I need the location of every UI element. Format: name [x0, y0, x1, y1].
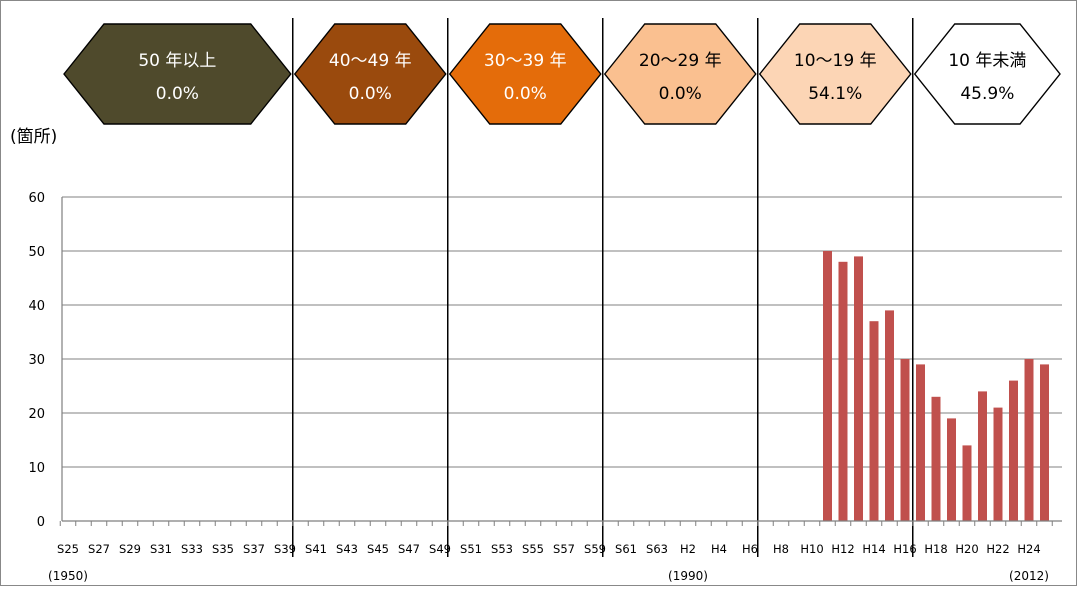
- x-tick-label: S51: [460, 542, 482, 556]
- bar: [823, 251, 832, 521]
- x-tick-label: H18: [924, 542, 947, 556]
- x-tick-label: S61: [615, 542, 637, 556]
- bar: [885, 310, 894, 521]
- age-band-label: 10～19 年: [794, 51, 877, 71]
- bar: [993, 407, 1003, 521]
- bar-layer: [823, 251, 1049, 521]
- age-band-hexagon: [63, 23, 292, 125]
- y-tick-label: 40: [28, 299, 45, 314]
- grid-layer: [62, 196, 1062, 468]
- bar: [1024, 359, 1034, 521]
- age-band-hexagon: [913, 23, 1061, 125]
- x-tick-label: S59: [584, 542, 606, 556]
- age-band-percent: 54.1%: [808, 84, 862, 104]
- age-band-hexagon: [293, 23, 447, 125]
- bar: [1040, 364, 1049, 521]
- year-annotation: (1950): [48, 569, 88, 583]
- age-band-percent: 0.0%: [504, 84, 547, 104]
- age-band-label: 30～39 年: [484, 51, 567, 71]
- x-tick-label: S25: [57, 542, 79, 556]
- x-tick-label: S37: [243, 542, 265, 556]
- age-band-label: 40～49 年: [329, 51, 412, 71]
- x-tick-label: H20: [955, 542, 978, 556]
- bar: [900, 359, 910, 521]
- x-tick-label: S29: [119, 542, 141, 556]
- bar: [869, 321, 879, 521]
- x-tick-label: H4: [711, 542, 727, 556]
- y-tick-label: 10: [28, 461, 45, 476]
- age-band-label: 10 年未満: [948, 51, 1026, 71]
- x-tick-label: S39: [274, 542, 296, 556]
- x-tick-label: S57: [553, 542, 575, 556]
- x-tick-label: H16: [893, 542, 916, 556]
- x-tick-label: S63: [646, 542, 668, 556]
- age-band-percent: 45.9%: [960, 84, 1014, 104]
- x-tick-label: S31: [150, 542, 172, 556]
- age-band-label: 20～29 年: [639, 51, 722, 71]
- axis-layer: 0 10 20 30 40 50 60 S25 S27 S29 S31 S33 S35 S37 S39 S41…: [28, 191, 1062, 583]
- age-band-percent: 0.0%: [349, 84, 392, 104]
- y-tick-label: 60: [28, 191, 45, 206]
- year-annotation: (1990): [668, 569, 708, 583]
- y-tick-label: 20: [28, 407, 45, 422]
- y-tick-label: 30: [28, 353, 45, 368]
- age-band-hexagon: [758, 23, 912, 125]
- age-band-hexagon: [603, 23, 757, 125]
- bar: [978, 391, 987, 521]
- age-band-layer: 50 年以上 0.0% 40～49 年 0.0% 30～39 年 0.0% 20～29 年 0…: [63, 23, 1061, 125]
- bar: [838, 261, 848, 521]
- age-band-label: 50 年以上: [138, 51, 216, 71]
- bar: [916, 364, 925, 521]
- year-annotation: (2012): [1009, 569, 1049, 583]
- x-tick-label: H24: [1017, 542, 1040, 556]
- bar: [947, 418, 956, 521]
- bar: [1009, 380, 1018, 521]
- x-tick-label: S33: [181, 542, 203, 556]
- x-tick-label: S45: [367, 542, 389, 556]
- y-axis-label: (箇所): [10, 127, 57, 147]
- y-tick-label: 50: [28, 245, 45, 260]
- x-tick-label: S43: [336, 542, 358, 556]
- bar: [931, 396, 941, 521]
- x-tick-label: S27: [88, 542, 110, 556]
- age-band-percent: 0.0%: [659, 84, 702, 104]
- bar: [854, 256, 863, 521]
- x-tick-label: S35: [212, 542, 234, 556]
- x-tick-label: S53: [491, 542, 513, 556]
- age-band-hexagon: [448, 23, 602, 125]
- x-tick-label: S47: [398, 542, 420, 556]
- x-tick-label: H22: [986, 542, 1009, 556]
- age-band-percent: 0.0%: [156, 84, 199, 104]
- x-tick-label: H8: [773, 542, 789, 556]
- bar: [962, 445, 972, 521]
- x-tick-label: H6: [742, 542, 758, 556]
- x-tick-label: H10: [800, 542, 823, 556]
- x-tick-label: S49: [429, 542, 451, 556]
- era-divider-layer: [292, 18, 914, 557]
- x-tick-label: S41: [305, 542, 327, 556]
- x-tick-label: H12: [831, 542, 854, 556]
- y-tick-label: 0: [37, 515, 45, 530]
- x-tick-label: S55: [522, 542, 544, 556]
- x-tick-label: H14: [862, 542, 885, 556]
- x-tick-label: H2: [680, 542, 696, 556]
